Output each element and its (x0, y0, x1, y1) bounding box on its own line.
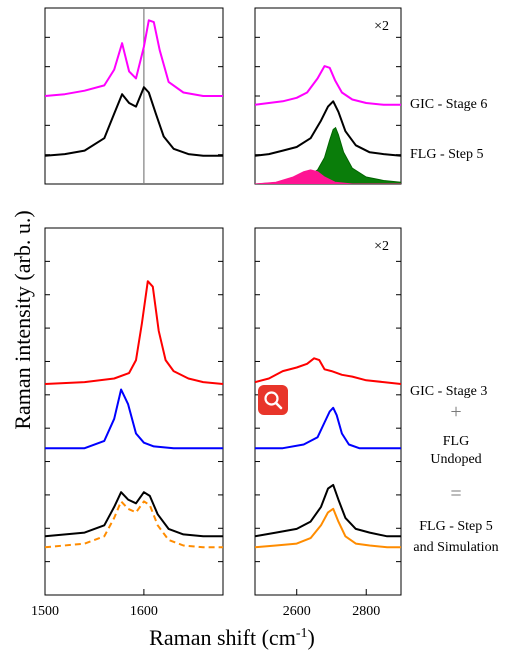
search-icon[interactable] (264, 391, 283, 410)
label-and-simulation: and Simulation (413, 540, 498, 555)
x-tick-label-1600: 1600 (130, 604, 158, 619)
series-top-left-1-line (45, 86, 223, 157)
series-bottom-left-1-line (45, 388, 223, 450)
panel-frame-bottom-right (254, 227, 402, 596)
x-tick-label-2800: 2800 (352, 604, 380, 619)
x-tick-label-1500: 1500 (31, 604, 59, 619)
label-gic-stage6: GIC - Stage 6 (410, 97, 487, 112)
scale-annotation-bottom-right: ×2 (374, 239, 389, 254)
panel-frame-bottom-left (44, 227, 224, 596)
series-top-right-0-line (255, 65, 401, 106)
label-flg: FLG (443, 434, 469, 449)
label-gic-stage3: GIC - Stage 3 (410, 384, 487, 399)
series-bottom-right-0-line (255, 357, 401, 385)
x-axis-label: Raman shift (cm-1) (149, 625, 315, 650)
series-bottom-right-3-line (255, 507, 401, 549)
plot-layer: ×2 1500 1600 2600 2800 ×2 (31, 8, 401, 619)
series-bottom-right-2-line (255, 483, 401, 538)
series-top-left-0-line (45, 19, 223, 97)
series-bottom-left-3-line (45, 500, 223, 549)
series-bottom-right-1-line (255, 406, 401, 450)
x-tick-label-2600: 2600 (283, 604, 311, 619)
series-top-right-1-line (255, 100, 401, 157)
series-bottom-left-2-line (45, 491, 223, 538)
zoom-button-background[interactable] (258, 385, 288, 415)
panel-frame-top-left (44, 7, 224, 185)
label-flg-step5-bottom: FLG - Step 5 (419, 519, 493, 534)
zoom-button[interactable] (258, 385, 288, 415)
y-axis-label: Raman intensity (arb. u.) (10, 210, 35, 429)
series-bottom-left-0-line (45, 280, 223, 385)
label-flg-step5-top: FLG - Step 5 (410, 147, 484, 162)
label-undoped: Undoped (430, 452, 481, 467)
series-top-right-3-area (255, 169, 401, 184)
scale-annotation-top-right: ×2 (374, 19, 389, 34)
label-plus: + (450, 401, 461, 423)
label-equals: = (450, 483, 461, 505)
series-top-right-2-area (255, 126, 401, 184)
